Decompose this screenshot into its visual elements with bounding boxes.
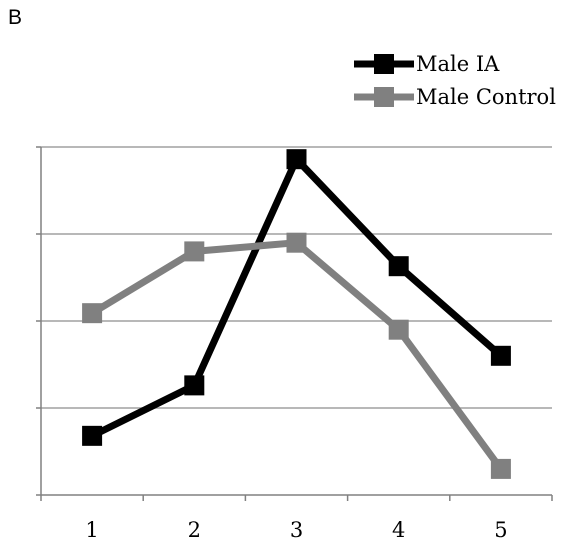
series-line-0	[90, 155, 504, 439]
data-point-s0-x1	[82, 425, 103, 446]
data-point-s1-x5	[490, 458, 511, 479]
data-point-s0-x4	[388, 256, 409, 277]
x-axis-tick-labels: 1 2 3 4 5	[85, 518, 507, 542]
x-axis-ticks	[40, 495, 553, 501]
x-tick-label-1: 1	[85, 518, 98, 542]
x-tick-label-2: 2	[188, 518, 201, 542]
legend-entry-0: Male IA	[354, 52, 500, 76]
data-point-s0-x5	[490, 345, 511, 366]
series-1	[82, 232, 511, 479]
x-tick-label-4: 4	[392, 518, 405, 542]
legend-label-1: Male Control	[416, 85, 556, 109]
data-point-s1-x1	[82, 303, 103, 324]
gridlines	[41, 146, 552, 409]
data-point-s1-x2	[184, 241, 205, 262]
legend-entry-1: Male Control	[354, 85, 556, 109]
data-point-s0-x3	[286, 149, 307, 170]
axes	[36, 146, 552, 496]
data-point-s1-x3	[286, 232, 307, 253]
x-tick-label-5: 5	[494, 518, 507, 542]
legend: Male IA Male Control	[354, 52, 556, 109]
legend-marker-1	[374, 87, 394, 107]
legend-label-0: Male IA	[416, 52, 500, 76]
x-tick-label-3: 3	[290, 518, 303, 542]
series-line-1	[90, 239, 504, 471]
series-layer	[82, 149, 511, 479]
legend-marker-0	[374, 54, 394, 74]
data-point-s1-x4	[388, 319, 409, 340]
panel-label: B	[8, 6, 23, 29]
series-0	[82, 149, 511, 446]
data-point-s0-x2	[184, 375, 205, 396]
